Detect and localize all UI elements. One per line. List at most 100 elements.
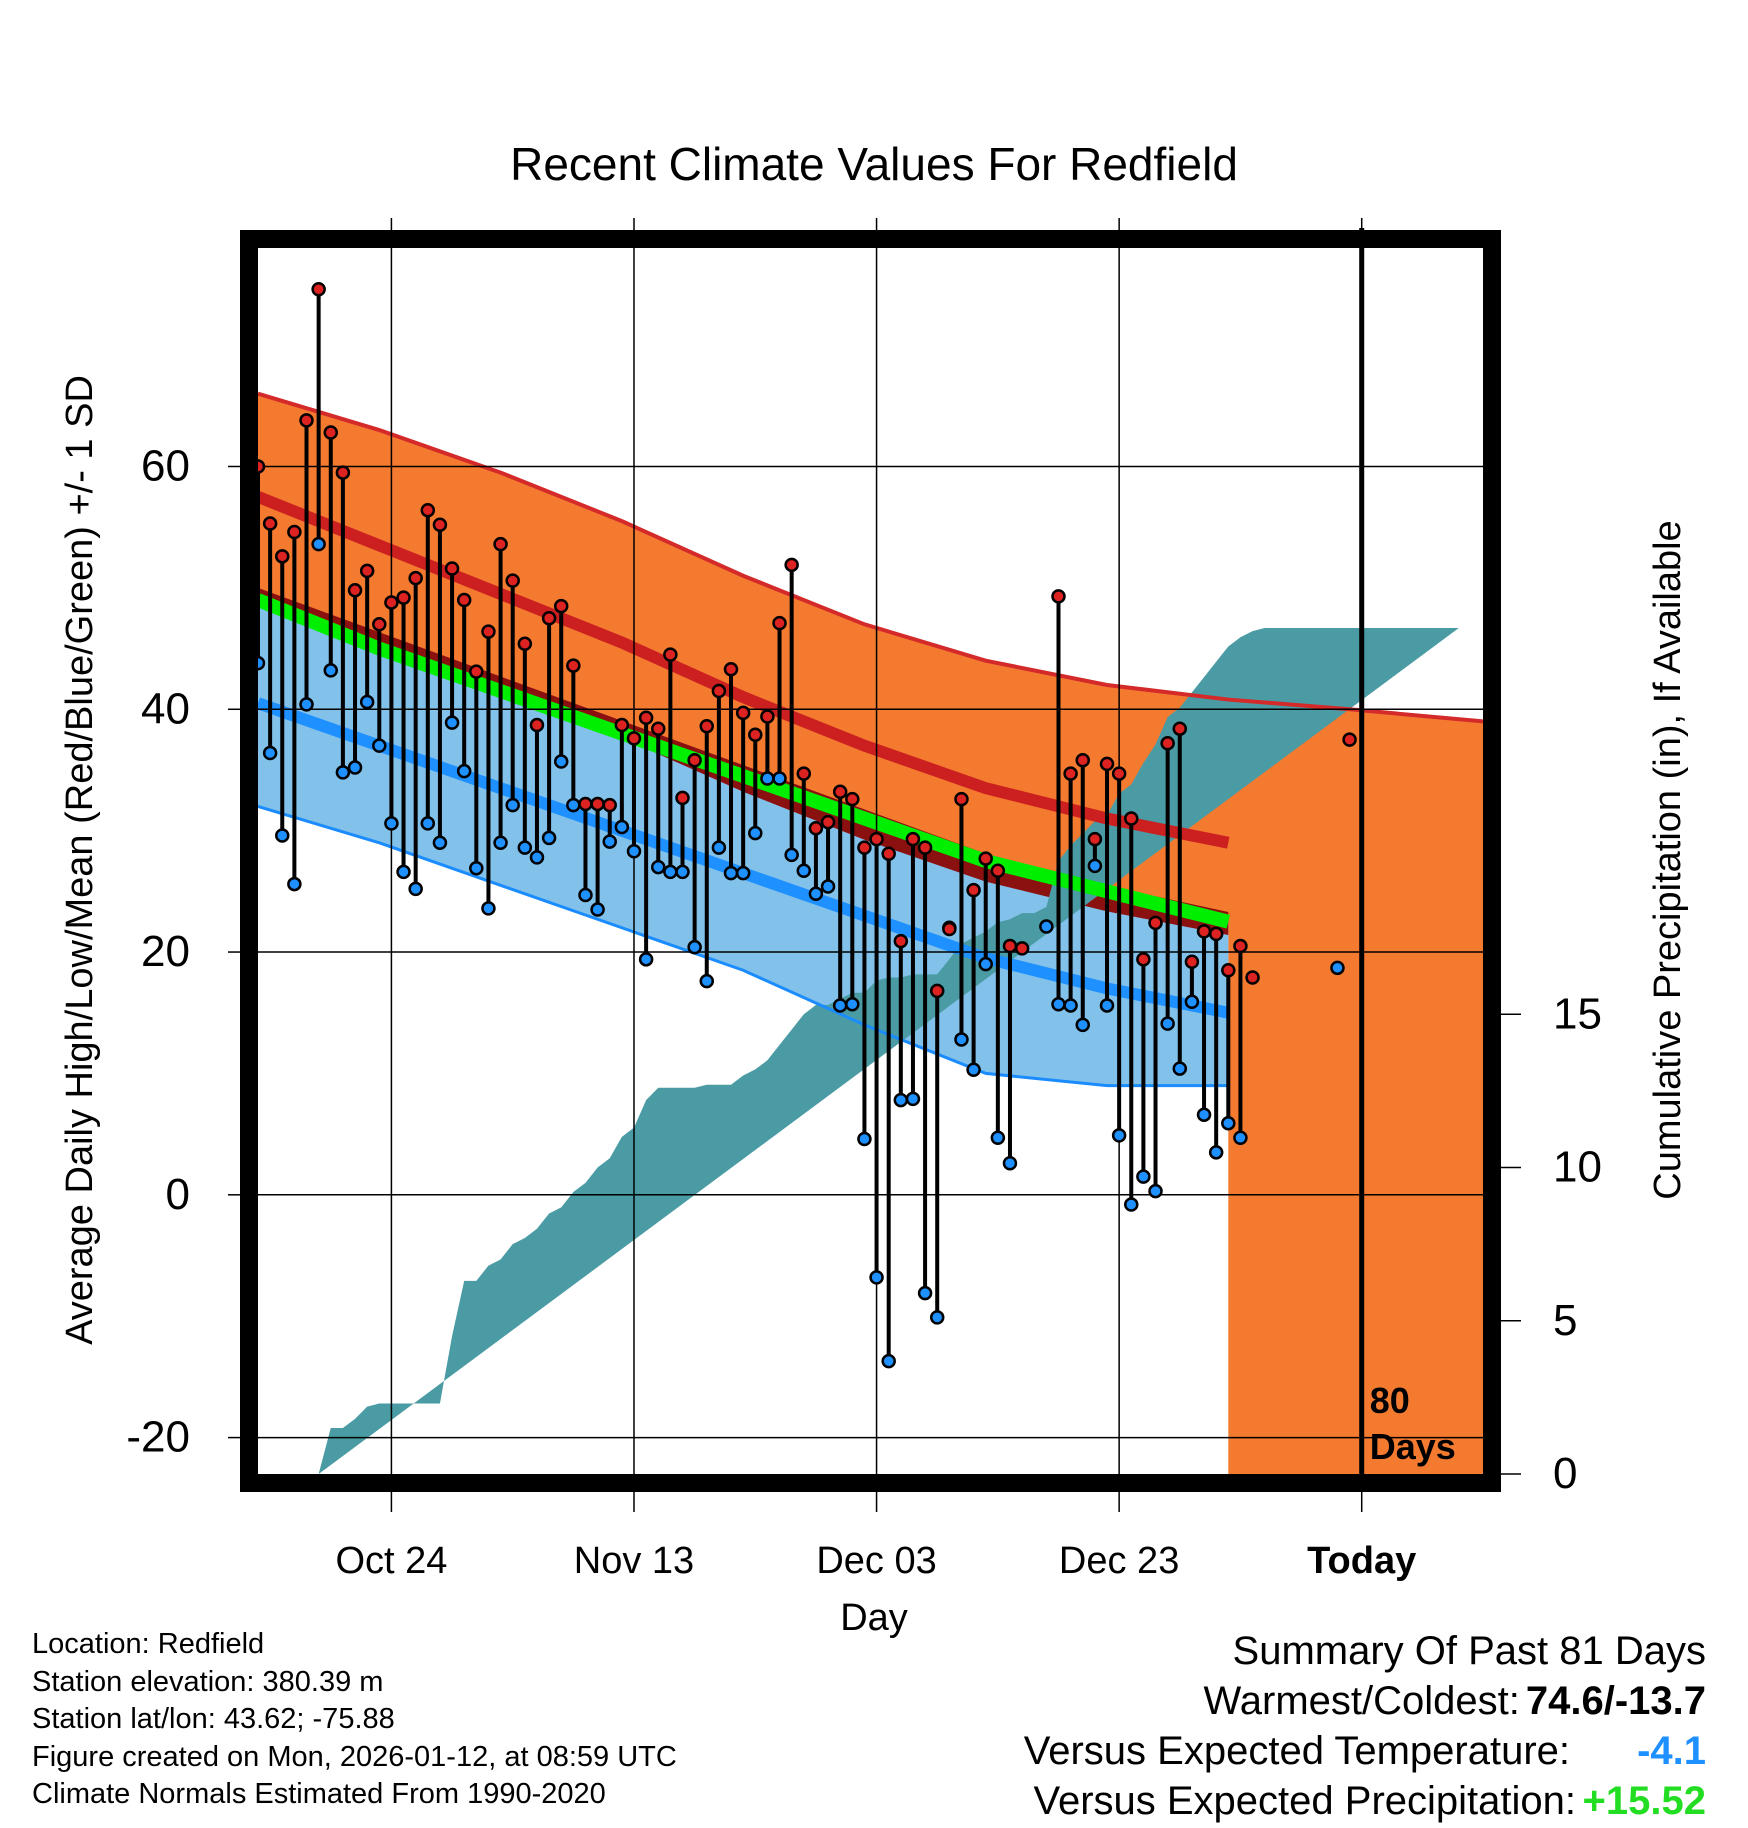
low-point <box>1111 1128 1127 1143</box>
y2-tick-label: 0 <box>1553 1449 1577 1498</box>
high-point <box>347 583 363 598</box>
low-point <box>323 663 339 678</box>
high-point <box>1160 736 1175 751</box>
y-tick-label: -20 <box>126 1413 190 1462</box>
elevation-text: Station elevation: 380.39 m <box>32 1665 384 1698</box>
warm-cold-value: 74.6/-13.7 <box>1525 1679 1706 1723</box>
high-point <box>1208 926 1224 942</box>
low-point <box>966 1062 981 1078</box>
high-point <box>1014 941 1030 956</box>
high-point <box>359 563 375 579</box>
high-point <box>1221 962 1236 978</box>
high-point <box>408 570 423 586</box>
high-point <box>917 840 933 855</box>
low-point <box>917 1285 933 1301</box>
low-point <box>578 887 593 903</box>
low-point <box>675 864 690 880</box>
high-point <box>663 647 678 662</box>
low-point <box>954 1032 969 1047</box>
high-point <box>323 425 339 440</box>
low-point <box>1148 1183 1163 1199</box>
low-point <box>929 1310 945 1325</box>
y-tick-label: 40 <box>141 684 190 733</box>
high-point <box>614 717 630 733</box>
high-point <box>517 636 533 651</box>
low-point <box>1087 858 1103 874</box>
high-point <box>869 831 884 847</box>
high-point <box>578 796 593 812</box>
low-point <box>845 996 860 1012</box>
low-point <box>602 834 617 849</box>
low-point <box>760 771 775 786</box>
low-point <box>796 863 812 878</box>
low-point <box>614 819 630 835</box>
low-point <box>723 865 739 881</box>
x-tick-label: Nov 13 <box>574 1540 694 1582</box>
normals-text: Climate Normals Estimated From 1990-2020 <box>32 1778 606 1810</box>
low-point <box>590 902 605 917</box>
low-point <box>893 1092 909 1108</box>
high-point <box>687 752 702 768</box>
high-point <box>760 709 775 724</box>
low-point <box>275 828 290 843</box>
x-tick-label: Dec 23 <box>1059 1540 1179 1582</box>
low-point <box>784 847 799 863</box>
high-point <box>432 517 448 533</box>
high-point <box>481 624 496 639</box>
location-text: Location: Redfield <box>32 1628 265 1660</box>
high-point <box>929 983 945 999</box>
low-point <box>1233 1130 1248 1146</box>
precip-value: +15.52 <box>1582 1779 1706 1823</box>
high-point <box>1124 811 1139 826</box>
high-point <box>990 863 1006 878</box>
high-point <box>978 851 993 866</box>
high-point <box>772 615 787 631</box>
high-point <box>311 282 326 297</box>
days-count-label: 80 <box>1370 1380 1410 1421</box>
high-point <box>505 573 520 588</box>
high-point <box>335 465 351 480</box>
high-point <box>942 921 957 937</box>
low-point <box>444 715 460 730</box>
low-point <box>384 816 399 831</box>
x-tick-label: Today <box>1307 1540 1416 1582</box>
low-point <box>699 973 715 989</box>
station-info: Location: Redfield Station elevation: 38… <box>32 1626 677 1814</box>
low-point <box>1075 1017 1091 1033</box>
high-point <box>1136 952 1151 967</box>
high-point <box>699 719 715 734</box>
low-point <box>420 816 436 831</box>
high-point <box>553 598 569 614</box>
high-point <box>954 791 969 807</box>
x-axis-label: Day <box>840 1597 908 1639</box>
low-point <box>748 825 763 841</box>
chart-title: Recent Climate Values For Redfield <box>510 138 1238 190</box>
low-point <box>687 939 702 955</box>
low-point <box>347 760 363 775</box>
high-point <box>784 557 799 573</box>
high-point <box>602 797 617 813</box>
low-point <box>553 754 569 769</box>
y2-tick-label: 10 <box>1553 1143 1602 1192</box>
low-point <box>978 956 993 972</box>
y2-tick-label: 15 <box>1553 989 1602 1038</box>
temp-row: Versus Expected Temperature: -4.1 <box>1024 1726 1706 1776</box>
low-point <box>1184 994 1200 1010</box>
low-point <box>493 835 508 851</box>
low-point <box>735 865 751 881</box>
high-point <box>832 784 848 800</box>
low-point <box>1160 1016 1175 1031</box>
high-point <box>444 561 460 576</box>
high-point <box>820 814 836 830</box>
x-tick-label: Oct 24 <box>335 1540 447 1582</box>
low-point <box>905 1091 921 1107</box>
low-point <box>481 901 496 916</box>
low-point <box>1136 1169 1151 1184</box>
precip-row: Versus Expected Precipitation: +15.52 <box>1024 1776 1706 1826</box>
low-point <box>541 830 557 846</box>
high-point <box>1233 938 1248 954</box>
low-point <box>287 876 302 892</box>
y-tick-label: 0 <box>166 1170 190 1219</box>
low-point <box>638 952 654 967</box>
high-point <box>384 595 399 610</box>
